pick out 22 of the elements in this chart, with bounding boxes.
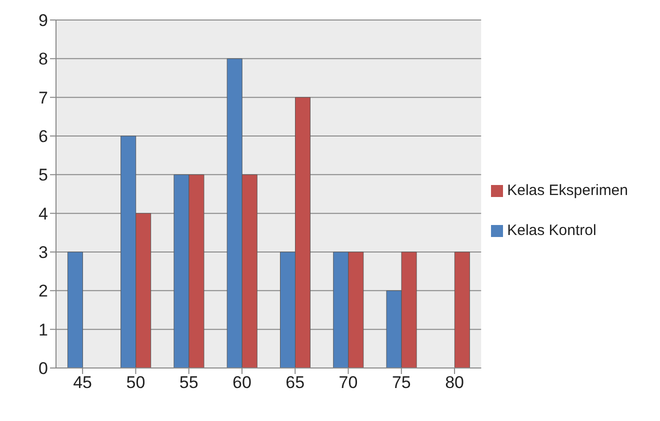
y-tick-label: 0 <box>38 359 48 378</box>
x-tick-label: 45 <box>73 373 92 392</box>
y-tick-label: 2 <box>38 282 48 301</box>
x-tick-label: 70 <box>338 373 358 392</box>
y-tick-label: 8 <box>38 50 48 69</box>
y-tick-label: 1 <box>38 320 48 340</box>
x-tick-label: 80 <box>445 373 464 392</box>
y-tick-label: 6 <box>38 127 48 146</box>
y-tick-label: 9 <box>38 11 48 30</box>
y-tick-label: 7 <box>38 88 48 108</box>
x-tick-label: 65 <box>286 373 305 392</box>
legend-label: Kelas Eksperimen <box>507 182 628 198</box>
bar <box>454 252 470 368</box>
bar <box>67 252 83 368</box>
x-tick-label: 55 <box>179 373 198 392</box>
y-tick-label: 3 <box>38 243 48 262</box>
x-tick-label: 50 <box>126 373 146 392</box>
y-tick-label: 5 <box>38 166 48 185</box>
x-tick-label: 60 <box>232 373 252 392</box>
legend-label: Kelas Kontrol <box>507 222 596 238</box>
y-tick-label: 4 <box>38 204 48 224</box>
x-tick-label: 75 <box>392 373 411 392</box>
